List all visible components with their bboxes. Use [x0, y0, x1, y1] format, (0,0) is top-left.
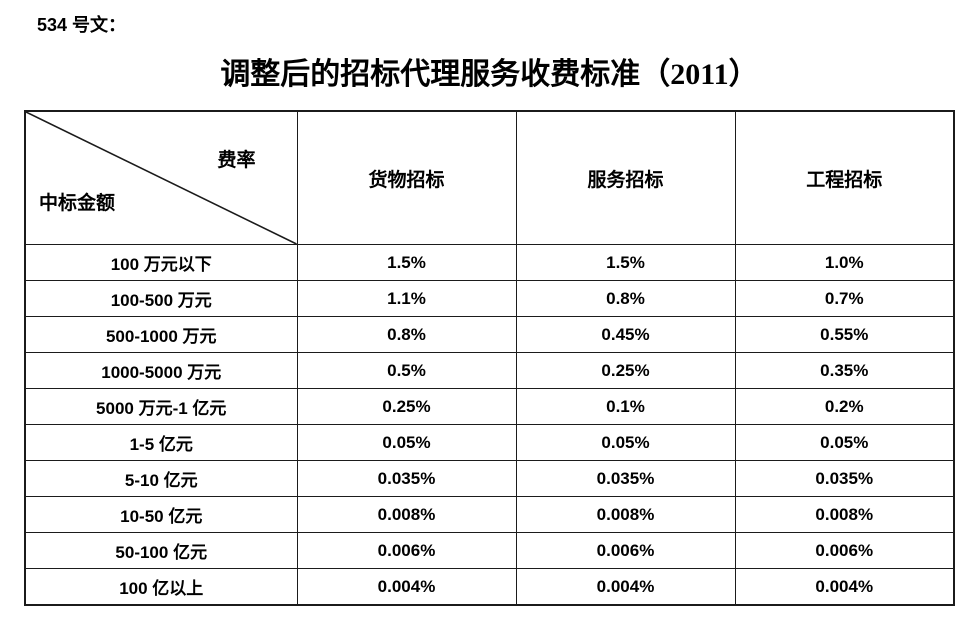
table-row: 100-500 万元 1.1% 0.8% 0.7%: [24, 280, 955, 317]
amount-range-cell: 100 万元以下: [24, 244, 298, 281]
engineering-rate-cell: 0.7%: [734, 280, 955, 317]
goods-rate-cell: 0.05%: [296, 424, 517, 461]
doc-ref-label: 534 号文：: [37, 15, 127, 35]
amount-range-cell: 500-1000 万元: [24, 316, 298, 353]
amount-range-cell: 100-500 万元: [24, 280, 298, 317]
service-rate-cell: 0.004%: [515, 568, 736, 606]
amount-range-cell: 50-100 亿元: [24, 532, 298, 569]
goods-rate-cell: 1.1%: [296, 280, 517, 317]
diagonal-divider-line: [26, 112, 296, 244]
service-rate-cell: 0.008%: [515, 496, 736, 533]
goods-rate-cell: 0.8%: [296, 316, 517, 353]
amount-range-cell: 1-5 亿元: [24, 424, 298, 461]
engineering-rate-cell: 0.2%: [734, 388, 955, 425]
goods-rate-cell: 0.5%: [296, 352, 517, 389]
amount-range-cell: 5-10 亿元: [24, 460, 298, 497]
engineering-rate-cell: 0.55%: [734, 316, 955, 353]
corner-label-amount: 中标金额: [39, 193, 116, 214]
corner-label-rate: 费率: [217, 150, 256, 171]
table-row: 1-5 亿元 0.05% 0.05% 0.05%: [24, 424, 955, 461]
service-rate-cell: 1.5%: [515, 244, 736, 281]
goods-rate-cell: 0.004%: [296, 568, 517, 606]
service-rate-cell: 0.8%: [515, 280, 736, 317]
amount-range-cell: 5000 万元-1 亿元: [24, 388, 298, 425]
table-row: 5000 万元-1 亿元 0.25% 0.1% 0.2%: [24, 388, 955, 425]
service-rate-cell: 0.1%: [515, 388, 736, 425]
corner-header-cell: 费率 中标金额: [24, 110, 298, 245]
table-row: 1000-5000 万元 0.5% 0.25% 0.35%: [24, 352, 955, 389]
goods-rate-cell: 0.035%: [296, 460, 517, 497]
fee-rate-table: 费率 中标金额 货物招标 服务招标 工程招标 100 万元以下 1.5% 1.5…: [24, 110, 955, 606]
goods-rate-cell: 1.5%: [296, 244, 517, 281]
engineering-rate-cell: 0.008%: [734, 496, 955, 533]
table-row: 10-50 亿元 0.008% 0.008% 0.008%: [24, 496, 955, 533]
engineering-rate-cell: 0.05%: [734, 424, 955, 461]
amount-range-cell: 1000-5000 万元: [24, 352, 298, 389]
service-rate-cell: 0.45%: [515, 316, 736, 353]
column-header-service: 服务招标: [515, 110, 736, 245]
column-header-engineering: 工程招标: [734, 110, 955, 245]
header-row: 费率 中标金额 货物招标 服务招标 工程招标: [24, 110, 955, 245]
service-rate-cell: 0.05%: [515, 424, 736, 461]
table-row: 100 万元以下 1.5% 1.5% 1.0%: [24, 244, 955, 281]
amount-range-cell: 100 亿以上: [24, 568, 298, 606]
service-rate-cell: 0.006%: [515, 532, 736, 569]
amount-range-cell: 10-50 亿元: [24, 496, 298, 533]
goods-rate-cell: 0.006%: [296, 532, 517, 569]
column-header-goods: 货物招标: [296, 110, 517, 245]
table-row: 50-100 亿元 0.006% 0.006% 0.006%: [24, 532, 955, 569]
service-rate-cell: 0.035%: [515, 460, 736, 497]
engineering-rate-cell: 0.006%: [734, 532, 955, 569]
service-rate-cell: 0.25%: [515, 352, 736, 389]
table-row: 100 亿以上 0.004% 0.004% 0.004%: [24, 568, 955, 606]
engineering-rate-cell: 0.35%: [734, 352, 955, 389]
engineering-rate-cell: 1.0%: [734, 244, 955, 281]
page-title: 调整后的招标代理服务收费标准（2011）: [220, 58, 759, 91]
goods-rate-cell: 0.25%: [296, 388, 517, 425]
table-row: 500-1000 万元 0.8% 0.45% 0.55%: [24, 316, 955, 353]
engineering-rate-cell: 0.004%: [734, 568, 955, 606]
engineering-rate-cell: 0.035%: [734, 460, 955, 497]
goods-rate-cell: 0.008%: [296, 496, 517, 533]
table-row: 5-10 亿元 0.035% 0.035% 0.035%: [24, 460, 955, 497]
